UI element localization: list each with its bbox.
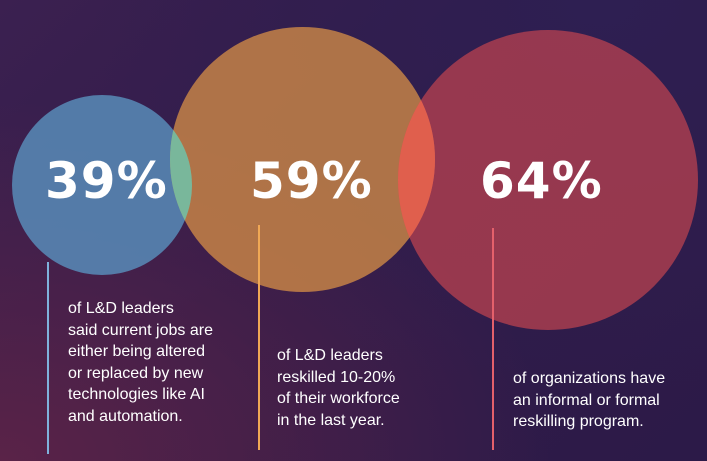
description-line: said current jobs are [68,321,213,339]
description-line: of their workforce [277,390,400,407]
description-line: or replaced by new [68,364,204,382]
description-line: of organizations have [513,370,666,387]
description-line: reskilled 10-20% [277,368,396,386]
divider-line-2 [258,225,260,450]
description-line: of L&D leaders [68,300,174,317]
description-line: of L&D leaders [277,347,383,364]
description-line: reskilling program. [513,413,644,430]
stat-value-2: 59% [250,152,373,210]
divider-line-1 [47,262,49,454]
stat-circle-1 [12,95,192,275]
divider-line-3 [492,228,494,450]
stat-description-2: of L&D leaders reskilled 10-20% of their… [277,345,400,431]
stat-value-3: 64% [480,152,603,210]
description-line: and automation. [68,407,183,425]
description-line: in the last year. [277,411,385,429]
description-line: an informal or formal [513,391,660,409]
stat-description-1: of L&D leaders said current jobs are eit… [68,298,213,427]
stat-description-3: of organizations have an informal or for… [513,368,665,433]
description-line: technologies like AI [68,386,205,403]
stat-circle-2 [170,27,435,292]
description-line: either being altered [68,343,205,360]
stat-circle-3 [398,30,698,330]
stat-value-1: 39% [45,152,168,210]
